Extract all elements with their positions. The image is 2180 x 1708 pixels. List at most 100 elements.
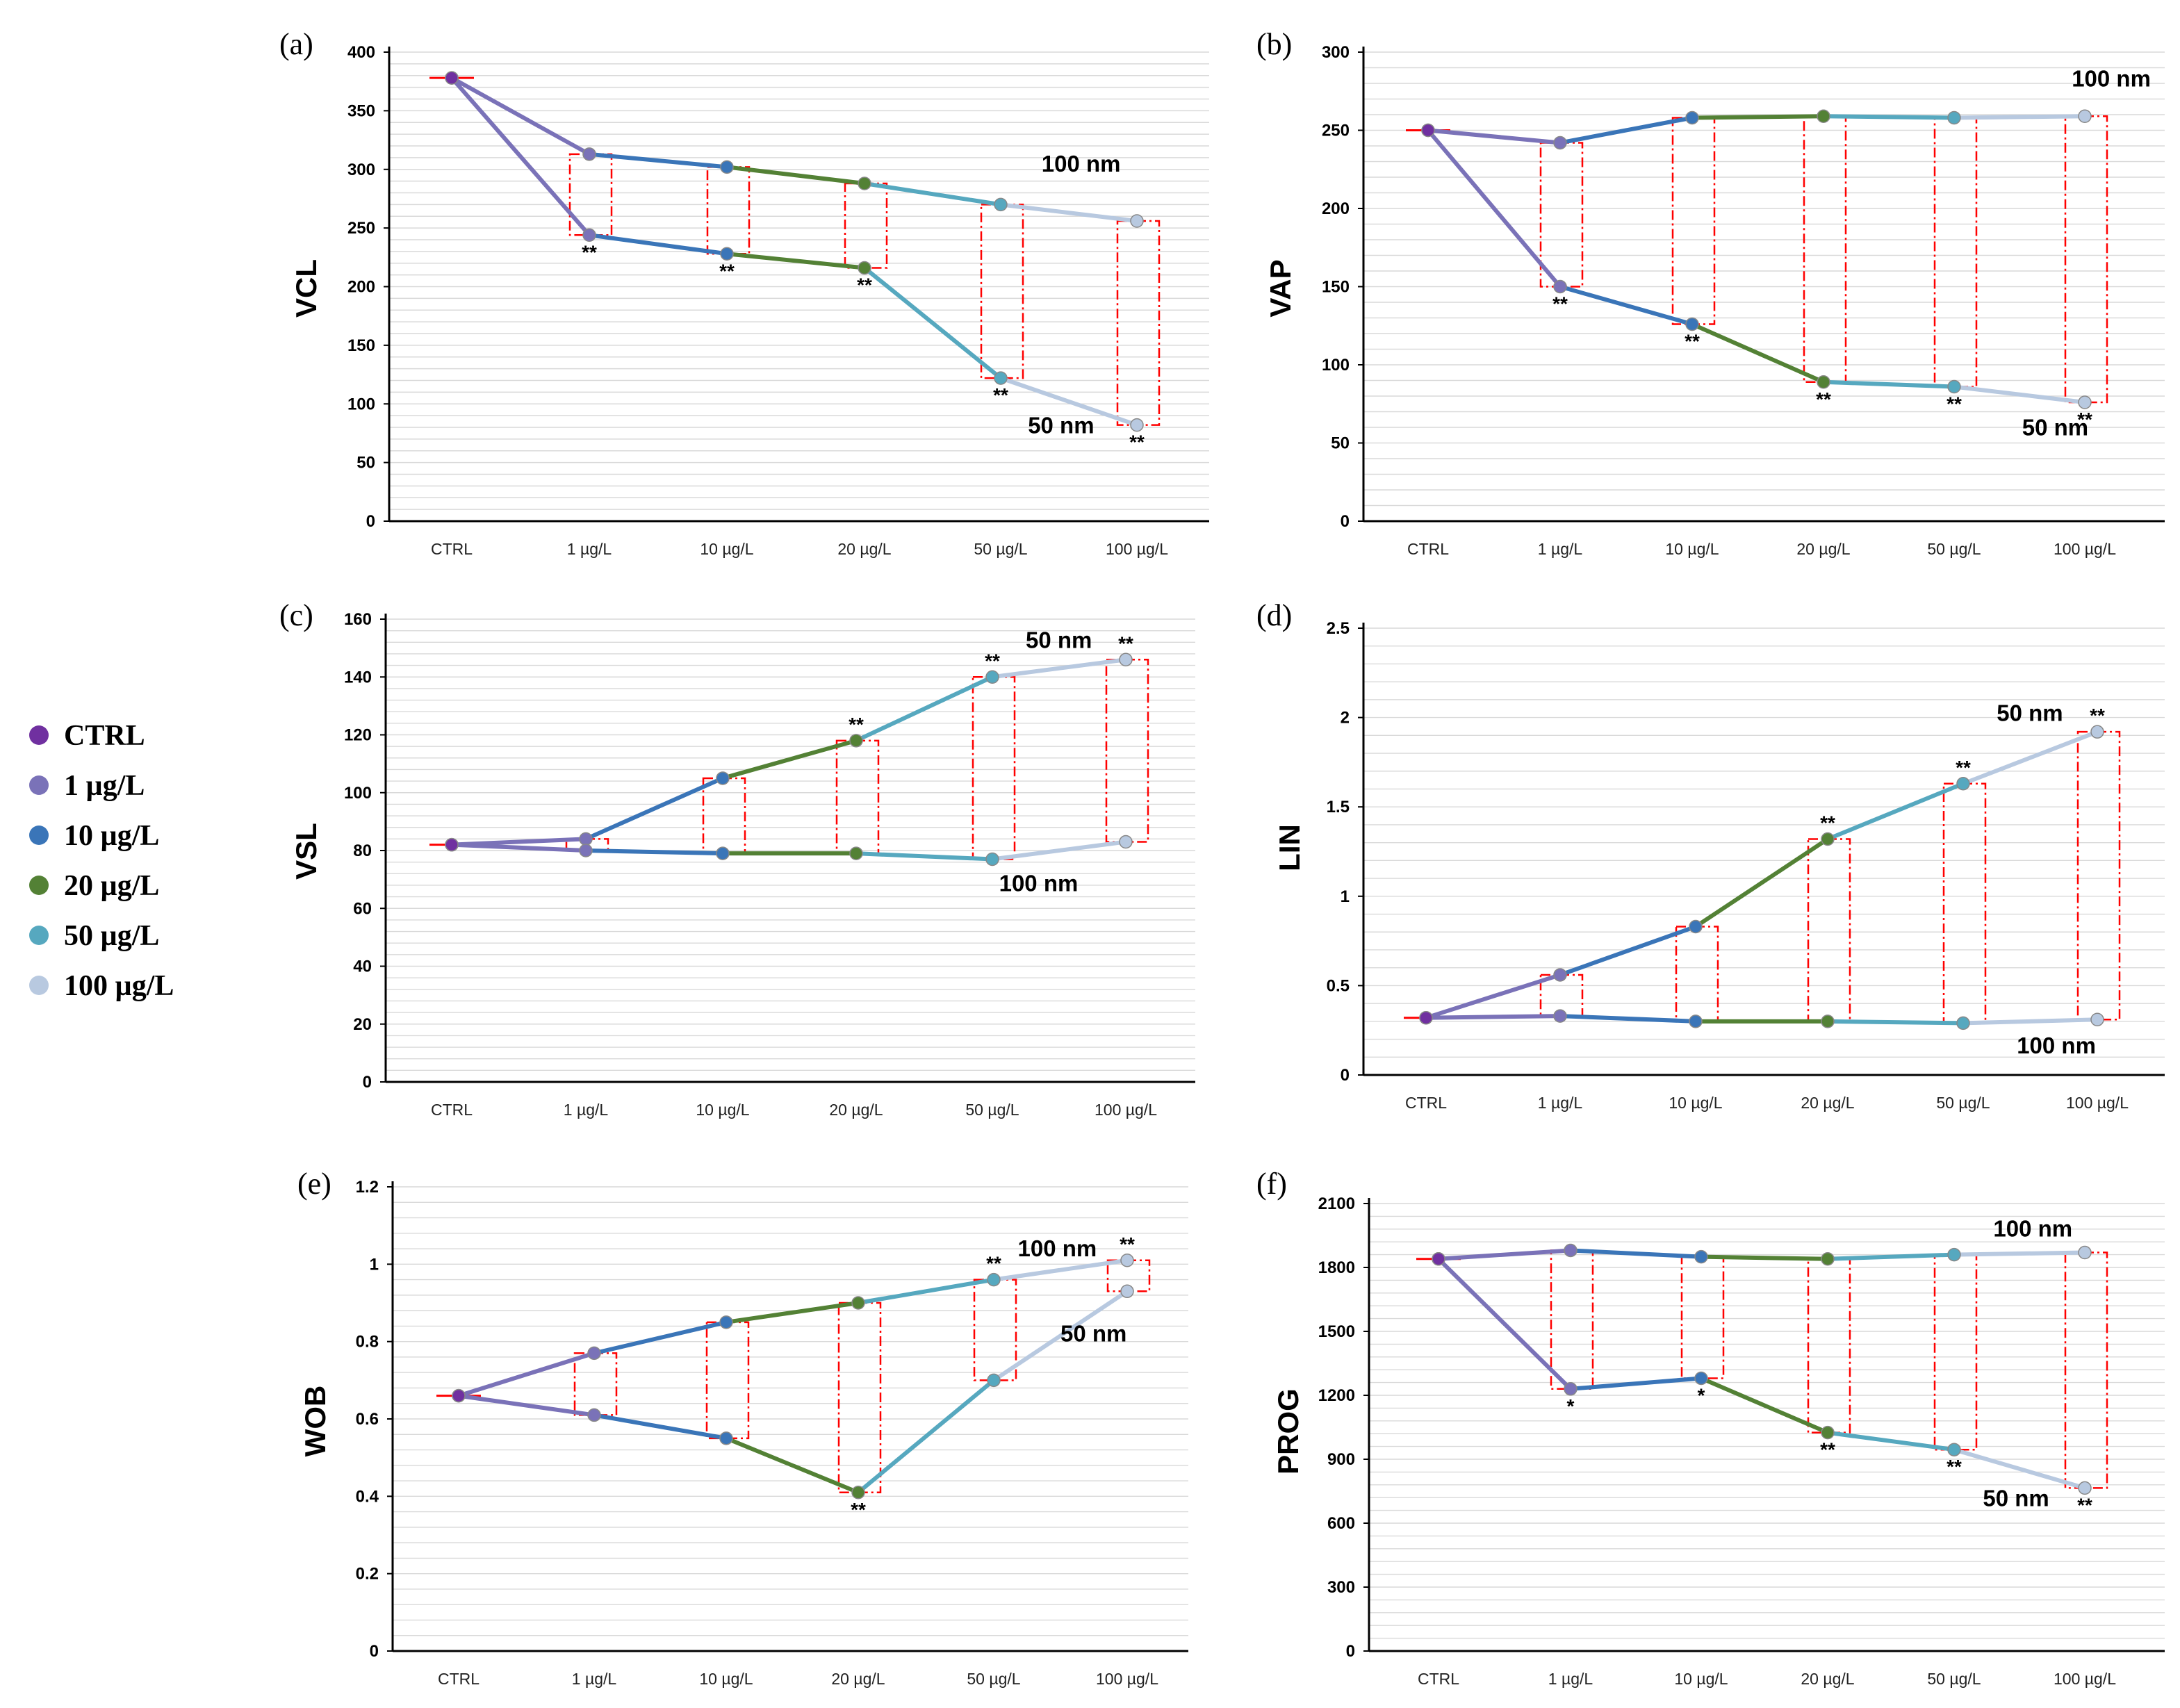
chart-panel-4: 0 0.2 0.4 0.6 0.8 1 1.2 CTRL 1 µg/L 10 µg/L 20 µg/… [297,1167,1188,1688]
data-point [1694,1249,1708,1264]
significance-bracket [1807,838,1851,1023]
series-annotation: 50 nm [1026,627,1092,653]
data-point [452,1388,466,1403]
data-point [851,1296,865,1310]
data-point [445,837,459,852]
significance-label: ** [1685,331,1700,352]
significance-bracket [844,182,888,269]
legend-marker [29,926,49,945]
legend-item: 100 µg/L [29,970,174,1002]
significance-label: ** [1129,432,1145,453]
legend-label: 10 µg/L [64,820,159,852]
series-segment [457,1351,596,1398]
series-segment [1826,781,1965,841]
x-tick-label: 20 µg/L [831,1670,885,1688]
legend: CTRL 1 µg/L 10 µg/L 20 µg/L 50 µg/L 100 µg/L [29,720,174,1002]
data-point [719,1431,733,1445]
significance-bracket [972,676,1016,860]
series-line-1 [450,76,1139,427]
data-point [579,832,593,846]
x-tick-label: CTRL [1407,540,1449,558]
data-point [582,228,596,242]
y-axis-label: VSL [290,823,322,880]
data-point [587,1408,601,1422]
panel-letter: (b) [1256,27,1292,61]
series-segment [1558,924,1698,977]
y-tick-label: 50 [1331,434,1350,453]
data-point [985,670,999,684]
x-tick-label: 1 µg/L [564,1101,609,1119]
legend-item: 20 µg/L [29,870,159,902]
x-tick-label: 100 µg/L [2054,540,2116,558]
significance-label: ** [993,384,1008,406]
series-annotation: 50 nm [2022,414,2088,440]
y-tick-label: 0.4 [356,1487,379,1506]
y-tick-label: 300 [1327,1578,1355,1597]
data-point [1553,136,1567,150]
series-segment [854,675,994,743]
series-segment [592,1413,728,1440]
x-tick-label: 20 µg/L [829,1101,883,1119]
significance-label: ** [719,260,735,281]
series-segment [587,233,729,256]
series-annotation: 100 nm [2072,66,2151,92]
y-tick-label: 0 [363,1073,372,1092]
panel-letter: (c) [279,598,313,632]
y-tick-label: 0 [366,512,375,531]
series-segment [1952,384,2087,404]
data-point [1564,1243,1577,1258]
data-point [716,771,730,785]
series-segment [992,1258,1129,1282]
series-segment [1568,1376,1703,1391]
x-tick-label: 100 µg/L [1096,1670,1158,1688]
y-tick-label: 160 [344,610,372,629]
data-point [1689,919,1703,934]
significance-label: ** [1120,1233,1135,1255]
y-tick-label: 1.2 [356,1178,379,1197]
chart-panel-5: 0 300 600 900 1200 1500 1800 2100 CTRL 1 µg/L 10 µ… [1256,1167,2165,1688]
y-axis-label: WOB [299,1386,331,1457]
significance-bracket [1942,782,1987,1024]
y-axis-label: VCL [290,259,322,318]
series-segment [1558,115,1694,145]
y-tick-label: 0 [1346,1642,1355,1661]
legend-label: 100 µg/L [64,970,174,1002]
y-tick-label: 0 [1341,512,1350,531]
series-segment [1568,1248,1703,1259]
data-point [1689,1015,1703,1028]
legend-label: 20 µg/L [64,870,159,902]
x-tick-label: CTRL [1405,1094,1447,1112]
series-segment [1558,1014,1698,1024]
series-segment [999,376,1139,427]
significance-label: ** [2077,1494,2092,1516]
legend-label: 50 µg/L [64,920,159,952]
series-segment [1426,128,1562,289]
y-axis-label: VAP [1264,259,1297,317]
series-line-1 [1436,1256,2087,1491]
data-point [1821,1251,1835,1266]
series-annotation: 50 nm [1060,1321,1126,1347]
data-point [1564,1382,1577,1396]
series-line-1 [1424,1014,2099,1026]
series-segment [856,1378,996,1495]
data-point [1694,1371,1708,1386]
x-tick-label: CTRL [431,1101,473,1119]
data-point [2090,1012,2104,1027]
x-tick-label: 100 µg/L [2054,1670,2116,1688]
series-segment [1424,1014,1562,1020]
significance-label: ** [1820,1439,1835,1461]
series-segment [584,848,725,856]
data-point [858,176,871,190]
y-tick-label: 1 [1341,887,1350,906]
y-tick-label: 350 [347,101,375,120]
significance-bracket [2064,1251,2108,1489]
y-tick-label: 2 [1341,709,1350,728]
series-line-1 [1426,128,2087,404]
y-tick-label: 0 [1341,1066,1350,1085]
y-tick-label: 1800 [1318,1258,1355,1277]
series-segment [1952,114,2087,120]
chart-panel-3: 0 0.5 1 1.5 2 2.5 CTRL 1 µg/L 10 µg/L 20 µg/L 50 µ… [1256,598,2165,1112]
y-tick-label: 80 [353,841,372,860]
series-segment [1961,1017,2099,1026]
